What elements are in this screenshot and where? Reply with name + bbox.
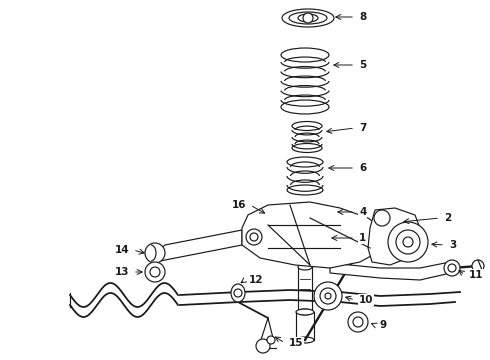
Circle shape bbox=[320, 288, 336, 304]
Text: 15: 15 bbox=[289, 338, 303, 348]
Circle shape bbox=[388, 222, 428, 262]
Ellipse shape bbox=[296, 309, 314, 315]
Circle shape bbox=[256, 339, 270, 353]
Circle shape bbox=[448, 264, 456, 272]
Text: 9: 9 bbox=[379, 320, 386, 330]
Circle shape bbox=[145, 262, 165, 282]
Ellipse shape bbox=[298, 14, 318, 22]
Text: 14: 14 bbox=[114, 245, 129, 255]
Ellipse shape bbox=[295, 229, 315, 235]
Text: 10: 10 bbox=[359, 295, 373, 305]
Ellipse shape bbox=[281, 48, 329, 62]
Ellipse shape bbox=[292, 122, 322, 131]
Circle shape bbox=[267, 336, 275, 344]
Text: 8: 8 bbox=[359, 12, 366, 22]
Circle shape bbox=[246, 229, 262, 245]
Ellipse shape bbox=[287, 157, 323, 167]
Circle shape bbox=[348, 312, 368, 332]
Circle shape bbox=[444, 260, 460, 276]
Text: 11: 11 bbox=[469, 270, 484, 280]
Circle shape bbox=[300, 207, 310, 217]
Ellipse shape bbox=[278, 203, 332, 221]
Ellipse shape bbox=[292, 144, 322, 153]
Circle shape bbox=[234, 289, 242, 297]
Ellipse shape bbox=[282, 9, 334, 27]
Circle shape bbox=[472, 260, 484, 272]
Text: 6: 6 bbox=[359, 163, 366, 173]
Ellipse shape bbox=[287, 185, 323, 195]
Circle shape bbox=[250, 233, 258, 241]
Ellipse shape bbox=[231, 284, 245, 302]
Text: 16: 16 bbox=[231, 200, 246, 210]
Circle shape bbox=[325, 293, 331, 299]
Ellipse shape bbox=[290, 207, 320, 217]
Ellipse shape bbox=[298, 264, 312, 270]
Ellipse shape bbox=[298, 309, 312, 315]
Text: 12: 12 bbox=[249, 275, 264, 285]
Circle shape bbox=[314, 282, 342, 310]
Polygon shape bbox=[155, 230, 242, 261]
Circle shape bbox=[303, 13, 313, 23]
Polygon shape bbox=[368, 208, 420, 265]
Circle shape bbox=[396, 230, 420, 254]
Text: 13: 13 bbox=[115, 267, 129, 277]
Text: 4: 4 bbox=[359, 207, 367, 217]
Circle shape bbox=[353, 317, 363, 327]
Text: 7: 7 bbox=[359, 123, 367, 133]
Polygon shape bbox=[242, 202, 385, 268]
Text: 2: 2 bbox=[444, 213, 451, 223]
Text: 5: 5 bbox=[359, 60, 366, 70]
Ellipse shape bbox=[281, 100, 329, 114]
Ellipse shape bbox=[289, 12, 327, 24]
Polygon shape bbox=[330, 262, 455, 280]
Text: 3: 3 bbox=[449, 240, 456, 250]
Ellipse shape bbox=[296, 337, 314, 343]
Circle shape bbox=[150, 267, 160, 277]
Circle shape bbox=[145, 243, 165, 263]
Circle shape bbox=[403, 237, 413, 247]
Circle shape bbox=[374, 210, 390, 226]
Text: 1: 1 bbox=[359, 233, 366, 243]
Ellipse shape bbox=[282, 225, 328, 239]
